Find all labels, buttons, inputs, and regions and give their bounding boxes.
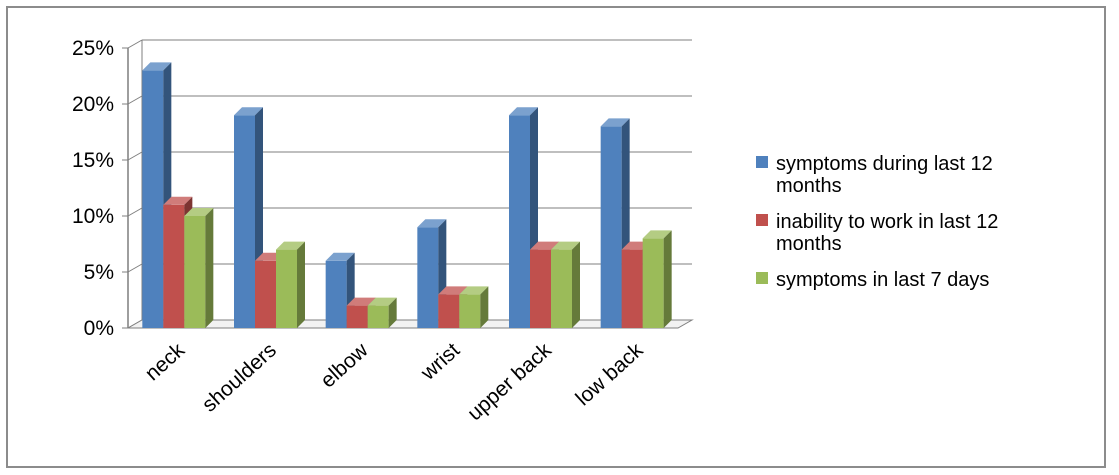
bar: [184, 208, 214, 328]
x-tick-label: elbow: [316, 338, 373, 392]
bar-top: [325, 252, 355, 261]
bar-side: [663, 230, 672, 328]
legend-swatch: [756, 272, 768, 284]
bar-front: [234, 115, 255, 328]
bar-front: [163, 204, 185, 328]
bars: [142, 62, 672, 329]
bar-top: [234, 107, 263, 116]
bar-top: [459, 286, 489, 295]
legend-label: symptoms during last 12: [776, 153, 993, 175]
side-wall-gridline: [127, 95, 143, 105]
bar-front: [417, 227, 439, 328]
side-wall-gridline: [127, 263, 143, 273]
bar-front: [621, 249, 643, 328]
bar-side: [572, 241, 580, 328]
bar: [642, 230, 672, 328]
bar-front: [367, 305, 389, 328]
bar-front: [642, 238, 664, 328]
side-wall-gridline: [127, 207, 143, 217]
bar-front: [459, 294, 481, 328]
bar-top: [600, 118, 630, 127]
legend-swatch: [756, 156, 768, 168]
x-tick-label: low back: [571, 338, 647, 410]
x-tick-label: upper back: [463, 338, 556, 425]
bar-front: [276, 249, 297, 328]
bar-side: [297, 241, 305, 328]
side-wall-gridline: [127, 39, 143, 49]
bar-top: [367, 297, 397, 306]
legend-label: months: [776, 175, 842, 197]
bar-top: [276, 241, 305, 250]
bar-top: [142, 62, 172, 71]
bar: [367, 297, 397, 328]
y-tick-label: 25%: [72, 37, 114, 60]
x-tick-label: neck: [141, 338, 190, 385]
bar: [459, 286, 489, 328]
bar-top: [551, 241, 580, 250]
bar-top: [184, 208, 214, 216]
bar-front: [184, 216, 206, 328]
bar-top: [530, 241, 559, 250]
y-tick-label: 5%: [84, 261, 114, 284]
bar-front: [325, 260, 347, 328]
legend-swatch: [756, 214, 768, 226]
bar-front: [530, 249, 551, 328]
bar-side: [388, 297, 397, 328]
legend-item: symptoms in last 7 days: [756, 269, 989, 291]
bar-front: [142, 70, 164, 329]
bar-side: [205, 208, 214, 328]
x-tick-label: wrist: [416, 339, 464, 386]
bar-front: [346, 305, 368, 328]
side-wall-gridline: [127, 151, 143, 161]
bar-side: [480, 286, 489, 328]
bar-top: [346, 297, 376, 306]
bar: [276, 241, 305, 328]
bar-front: [438, 294, 460, 328]
bar-front: [255, 260, 276, 328]
legend-label: symptoms in last 7 days: [776, 269, 989, 291]
legend-label: months: [776, 233, 842, 255]
bar-top: [417, 219, 447, 228]
bar-front: [551, 249, 572, 328]
bar-top: [438, 286, 468, 295]
bar-front: [600, 126, 622, 329]
bar-top: [642, 230, 672, 239]
bar-front: [509, 115, 530, 328]
bar: [551, 241, 580, 328]
legend-label: inability to work in last 12: [776, 211, 998, 233]
y-tick-label: 10%: [72, 205, 114, 228]
y-tick-label: 0%: [84, 317, 114, 340]
bar-top: [163, 196, 193, 205]
y-tick-label: 15%: [72, 149, 114, 172]
x-tick-label: shoulders: [198, 339, 281, 417]
y-tick-label: 20%: [72, 93, 114, 116]
bar-top: [509, 107, 538, 116]
